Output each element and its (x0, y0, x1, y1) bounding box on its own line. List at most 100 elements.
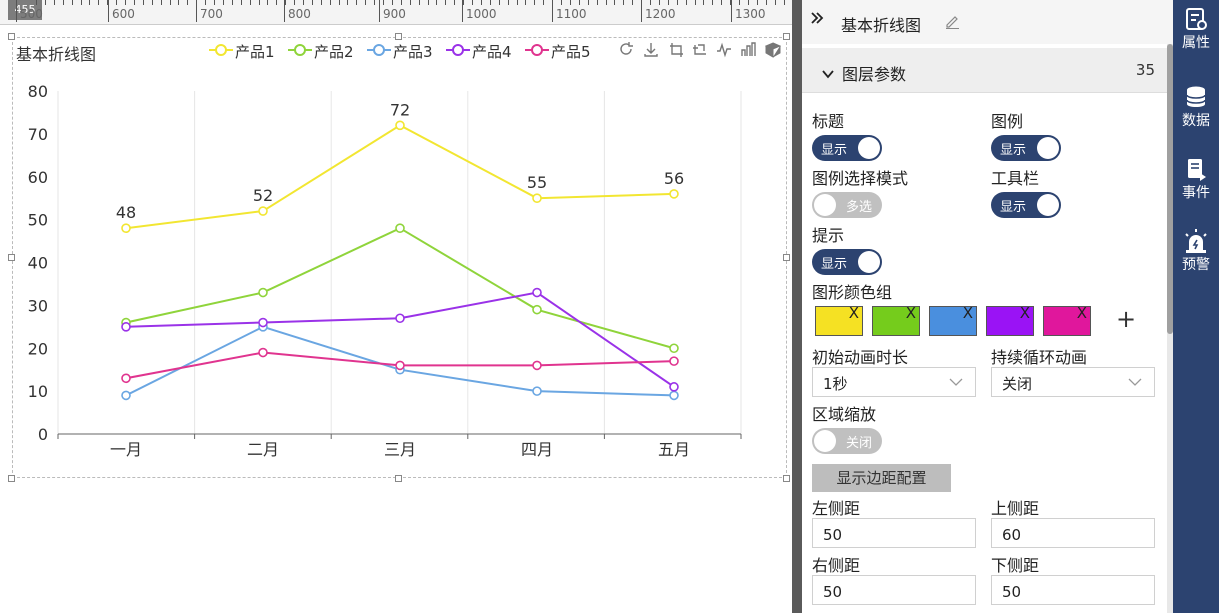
design-canvas[interactable]: 455 500 600 700 800 900 1000 1100 1200 1300 基本折线… (0, 0, 792, 613)
ruler-tick (152, 0, 153, 5)
right-margin-label: 右侧距 (812, 556, 861, 575)
data-label: 48 (116, 203, 136, 222)
rail-properties-button[interactable]: 属性 (1173, 0, 1219, 62)
bottom-margin-input[interactable] (991, 575, 1155, 605)
zoom-reset-icon[interactable] (692, 42, 708, 62)
ruler-tick (579, 0, 580, 5)
loop-anim-select[interactable]: 关闭 (991, 367, 1155, 397)
left-margin-input[interactable] (812, 518, 976, 548)
series-point (669, 189, 679, 199)
loop-anim-label: 持续循环动画 (991, 348, 1088, 367)
rail-data-button[interactable]: 数据 (1173, 78, 1219, 140)
ruler-label: 500 (20, 7, 43, 21)
x-tick-label: 一月 (110, 440, 142, 459)
ruler-tick (303, 0, 304, 5)
line-chart: 0 10 20 30 40 50 60 70 80 一月 二月 三月 四月 五月 48 52 72 55 56 (28, 82, 742, 459)
top-margin-input[interactable] (991, 518, 1155, 548)
ruler-label: 600 (112, 7, 135, 21)
series-point (669, 382, 679, 392)
resize-handle-br[interactable] (783, 475, 790, 482)
layer-count: 35 (1135, 61, 1155, 79)
left-margin-label: 左侧距 (812, 499, 861, 518)
legend-toggle[interactable]: 显示 (991, 135, 1061, 161)
title-toggle[interactable]: 显示 (812, 135, 882, 161)
rail-properties-label: 属性 (1182, 35, 1210, 51)
ruler-tick (650, 0, 651, 5)
series-point (258, 347, 268, 358)
bottom-margin-label: 下侧距 (991, 556, 1040, 575)
color-swatch[interactable]: X (929, 304, 977, 336)
series-point (258, 317, 268, 328)
panel-scrollbar[interactable] (1167, 44, 1173, 613)
ruler-tick (419, 0, 420, 5)
edit-title-icon[interactable] (944, 13, 960, 33)
legend-label: 产品5 (551, 43, 591, 61)
legend-label: 产品1 (235, 43, 275, 61)
add-color-button[interactable]: + (1116, 305, 1137, 333)
collapse-panel-icon[interactable] (810, 10, 824, 30)
rail-event-button[interactable]: 事件 (1173, 150, 1219, 212)
ruler-tick (784, 0, 785, 5)
restore-icon[interactable] (619, 42, 635, 62)
ruler-tick (739, 0, 740, 5)
tooltip-toggle[interactable]: 显示 (812, 249, 882, 275)
color-swatch[interactable]: X (872, 304, 920, 336)
ruler-major-tick (284, 0, 285, 22)
ruler-tick (757, 0, 758, 5)
panel-divider[interactable] (792, 0, 802, 613)
resize-handle-tr[interactable] (783, 33, 790, 40)
remove-color-button[interactable]: X (1076, 304, 1087, 322)
ruler-tick (588, 0, 589, 5)
ruler-tick (89, 0, 90, 5)
ruler-tick (339, 0, 340, 5)
legend-select-mode-toggle[interactable]: 多选 (812, 192, 882, 218)
color-swatch[interactable]: X (815, 304, 863, 336)
ruler-tick (695, 0, 696, 5)
resize-handle-tl[interactable] (8, 33, 15, 40)
ruler-tick (392, 0, 393, 5)
ruler-tick (499, 0, 500, 5)
toolbar-toggle[interactable]: 显示 (991, 192, 1061, 218)
ruler-tick (401, 0, 402, 5)
init-anim-select[interactable]: 1秒 (812, 367, 976, 397)
x-tick-label: 三月 (384, 440, 416, 459)
remove-color-button[interactable]: X (905, 304, 916, 322)
zoom-toggle[interactable]: 关闭 (812, 428, 882, 454)
line-switch-icon[interactable] (716, 42, 732, 62)
remove-color-button[interactable]: X (1019, 304, 1030, 322)
ruler-tick (775, 0, 776, 5)
bar-switch-icon[interactable] (740, 42, 756, 62)
download-icon[interactable] (643, 42, 659, 62)
remove-color-button[interactable]: X (848, 304, 859, 322)
scrollbar-thumb[interactable] (1167, 44, 1173, 334)
color-swatch[interactable]: X (1043, 304, 1091, 336)
rail-alarm-button[interactable]: 预警 (1173, 222, 1219, 284)
resize-handle-ml[interactable] (8, 254, 15, 261)
ruler-tick (276, 0, 277, 5)
ruler-major-tick (641, 0, 642, 22)
ruler-tick (267, 0, 268, 5)
margin-config-button[interactable]: 显示边距配置 (812, 464, 951, 492)
color-group-label: 图形颜色组 (812, 283, 893, 302)
resize-handle-bl[interactable] (8, 475, 15, 482)
ruler-tick (428, 0, 429, 5)
resize-handle-bm[interactable] (395, 475, 402, 482)
resize-handle-tm[interactable] (395, 33, 402, 40)
chevron-down-icon (822, 64, 834, 83)
title-label: 标题 (812, 112, 845, 131)
top-margin-label: 上侧距 (991, 499, 1040, 518)
resize-handle-mr[interactable] (783, 254, 790, 261)
ruler-tick (98, 0, 99, 5)
ruler-tick (187, 0, 188, 5)
ruler-tick (686, 0, 687, 5)
ruler-tick (659, 0, 660, 5)
right-margin-input[interactable] (812, 575, 976, 605)
ruler-tick (178, 0, 179, 5)
data-label: 55 (527, 173, 547, 192)
layer-params-header[interactable]: 图层参数 35 (802, 48, 1167, 93)
data-view-icon[interactable] (764, 42, 782, 62)
remove-color-button[interactable]: X (962, 304, 973, 322)
zoom-icon[interactable] (669, 42, 685, 62)
ruler-tick (285, 0, 286, 5)
color-swatch[interactable]: X (986, 304, 1034, 336)
